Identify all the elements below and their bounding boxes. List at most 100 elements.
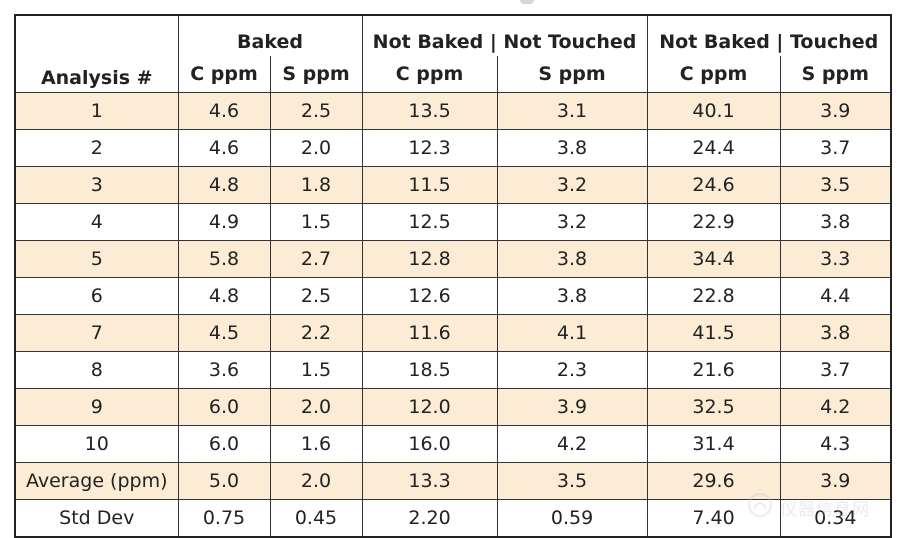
nbt-c-cell: 22.9: [646, 203, 781, 241]
baked-c-cell: 4.8: [177, 277, 271, 315]
nbt-s-cell: 3.3: [779, 240, 892, 278]
analysis-number-cell: 6: [14, 277, 179, 315]
analysis-number-cell: 5: [14, 240, 179, 278]
nbnt-c-cell: 13.3: [361, 462, 498, 500]
nbnt-s-cell: 4.2: [496, 425, 648, 463]
nbnt-s-cell: 2.3: [496, 351, 648, 389]
nbt-c-cell: 31.4: [646, 425, 781, 463]
table-row: 8 3.6 1.5 18.5 2.3 21.6 3.7: [14, 351, 892, 389]
cropped-glyph-fragment: [520, 0, 534, 4]
analysis-number-cell: 3: [14, 166, 179, 204]
header-analysis-number: Analysis #: [14, 14, 179, 93]
nbt-c-cell: 34.4: [646, 240, 781, 278]
nbnt-s-cell: 3.2: [496, 166, 648, 204]
nbt-s-cell: 3.9: [779, 462, 892, 500]
nbnt-s-cell: 3.8: [496, 240, 648, 278]
baked-c-cell: 4.8: [177, 166, 271, 204]
baked-c-cell: 4.6: [177, 92, 271, 130]
nbt-s-cell: 4.4: [779, 277, 892, 315]
baked-c-cell: 3.6: [177, 351, 271, 389]
nbt-s-cell: 3.7: [779, 351, 892, 389]
analysis-number-cell: 2: [14, 129, 179, 167]
nbt-c-cell: 32.5: [646, 388, 781, 426]
nbt-s-cell: 4.2: [779, 388, 892, 426]
nbt-s-cell: 3.7: [779, 129, 892, 167]
nbt-c-cell: 40.1: [646, 92, 781, 130]
nbt-c-cell: 24.6: [646, 166, 781, 204]
nbt-c-cell: 24.4: [646, 129, 781, 167]
nbt-s-cell: 0.34: [779, 499, 892, 538]
table-row: 4 4.9 1.5 12.5 3.2 22.9 3.8: [14, 203, 892, 241]
nbnt-s-cell: 3.2: [496, 203, 648, 241]
table-row: 9 6.0 2.0 12.0 3.9 32.5 4.2: [14, 388, 892, 426]
header-row-groups: Analysis # Baked Not Baked | Not Touched…: [14, 14, 892, 93]
nbt-c-cell: 41.5: [646, 314, 781, 352]
nbnt-s-cell: 3.1: [496, 92, 648, 130]
baked-s-cell: 2.5: [269, 92, 363, 130]
baked-c-cell: 0.75: [177, 499, 271, 538]
nbnt-c-cell: 12.5: [361, 203, 498, 241]
header-baked-c-ppm: C ppm: [177, 56, 271, 93]
baked-s-cell: 1.5: [269, 203, 363, 241]
table-row: 5 5.8 2.7 12.8 3.8 34.4 3.3: [14, 240, 892, 278]
baked-s-cell: 2.0: [269, 129, 363, 167]
header-group-baked: Baked: [177, 14, 363, 56]
baked-c-cell: 5.8: [177, 240, 271, 278]
nbt-c-cell: 7.40: [646, 499, 781, 538]
analysis-number-cell: 10: [14, 425, 179, 463]
nbt-c-cell: 22.8: [646, 277, 781, 315]
nbnt-c-cell: 18.5: [361, 351, 498, 389]
nbnt-c-cell: 13.5: [361, 92, 498, 130]
header-group-not-baked-not-touched: Not Baked | Not Touched: [361, 14, 648, 56]
baked-c-cell: 4.9: [177, 203, 271, 241]
nbnt-s-cell: 4.1: [496, 314, 648, 352]
baked-s-cell: 1.8: [269, 166, 363, 204]
baked-s-cell: 2.7: [269, 240, 363, 278]
baked-c-cell: 5.0: [177, 462, 271, 500]
baked-s-cell: 0.45: [269, 499, 363, 538]
nbnt-c-cell: 11.6: [361, 314, 498, 352]
analysis-number-cell: 1: [14, 92, 179, 130]
header-row-units: C ppm S ppm C ppm S ppm C ppm S ppm: [15, 56, 892, 93]
analysis-number-cell: 8: [14, 351, 179, 389]
table-row: 7 4.5 2.2 11.6 4.1 41.5 3.8: [14, 314, 892, 352]
nbnt-c-cell: 2.20: [361, 499, 498, 538]
nbt-s-cell: 4.3: [779, 425, 892, 463]
nbnt-c-cell: 12.6: [361, 277, 498, 315]
baked-s-cell: 1.6: [269, 425, 363, 463]
table-row: 10 6.0 1.6 16.0 4.2 31.4 4.3: [14, 425, 892, 463]
analysis-number-cell: 7: [14, 314, 179, 352]
nbnt-s-cell: 3.5: [496, 462, 648, 500]
baked-c-cell: 4.6: [177, 129, 271, 167]
std-dev-label-cell: Std Dev: [14, 499, 179, 538]
analysis-number-cell: 4: [14, 203, 179, 241]
table-row: 3 4.8 1.8 11.5 3.2 24.6 3.5: [14, 166, 892, 204]
baked-s-cell: 2.0: [269, 388, 363, 426]
baked-s-cell: 2.0: [269, 462, 363, 500]
nbt-s-cell: 3.5: [779, 166, 892, 204]
nbnt-c-cell: 12.3: [361, 129, 498, 167]
average-label-cell: Average (ppm): [14, 462, 179, 500]
nbt-s-cell: 3.8: [779, 314, 892, 352]
nbnt-c-cell: 12.8: [361, 240, 498, 278]
baked-s-cell: 2.5: [269, 277, 363, 315]
baked-c-cell: 4.5: [177, 314, 271, 352]
nbt-s-cell: 3.8: [779, 203, 892, 241]
table-row: 2 4.6 2.0 12.3 3.8 24.4 3.7: [14, 129, 892, 167]
analysis-results-table: Analysis # Baked Not Baked | Not Touched…: [14, 14, 893, 538]
header-nbnt-s-ppm: S ppm: [496, 56, 648, 93]
nbt-c-cell: 21.6: [646, 351, 781, 389]
header-group-not-baked-touched: Not Baked | Touched: [646, 14, 892, 56]
baked-s-cell: 2.2: [269, 314, 363, 352]
nbt-c-cell: 29.6: [646, 462, 781, 500]
nbnt-s-cell: 3.9: [496, 388, 648, 426]
table-row: 1 4.6 2.5 13.5 3.1 40.1 3.9: [14, 92, 892, 130]
baked-s-cell: 1.5: [269, 351, 363, 389]
analysis-number-cell: 9: [14, 388, 179, 426]
nbnt-s-cell: 0.59: [496, 499, 648, 538]
header-nbt-s-ppm: S ppm: [779, 56, 892, 93]
nbt-s-cell: 3.9: [779, 92, 892, 130]
top-edge-strip: [0, 0, 900, 14]
header-nbnt-c-ppm: C ppm: [361, 56, 498, 93]
baked-c-cell: 6.0: [177, 425, 271, 463]
